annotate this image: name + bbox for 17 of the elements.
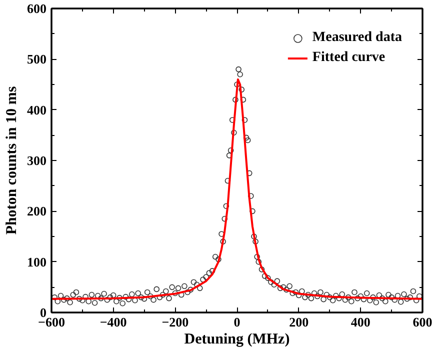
x-axis-title: Detuning (MHz) (184, 332, 290, 348)
x-tick-label: 600 (412, 314, 432, 330)
y-axis-title: Photon counts in 10 ms (4, 86, 20, 235)
x-tick-label: 0 (234, 314, 240, 330)
y-tick-label: 100 (27, 254, 46, 270)
x-tick-label: 200 (289, 314, 309, 330)
y-tick-label: 500 (27, 52, 46, 67)
legend-label: Fitted curve (312, 50, 386, 66)
x-tick-label: −200 (162, 314, 189, 330)
legend-label: Measured data (312, 30, 402, 46)
y-tick-label: 400 (27, 102, 46, 118)
x-tick-label: −400 (100, 314, 127, 330)
y-tick-label: 600 (27, 1, 46, 16)
y-tick-label: 300 (27, 153, 46, 168)
y-tick-label: 0 (40, 305, 46, 320)
y-tick-label: 200 (27, 204, 46, 219)
x-tick-label: 400 (350, 314, 370, 330)
